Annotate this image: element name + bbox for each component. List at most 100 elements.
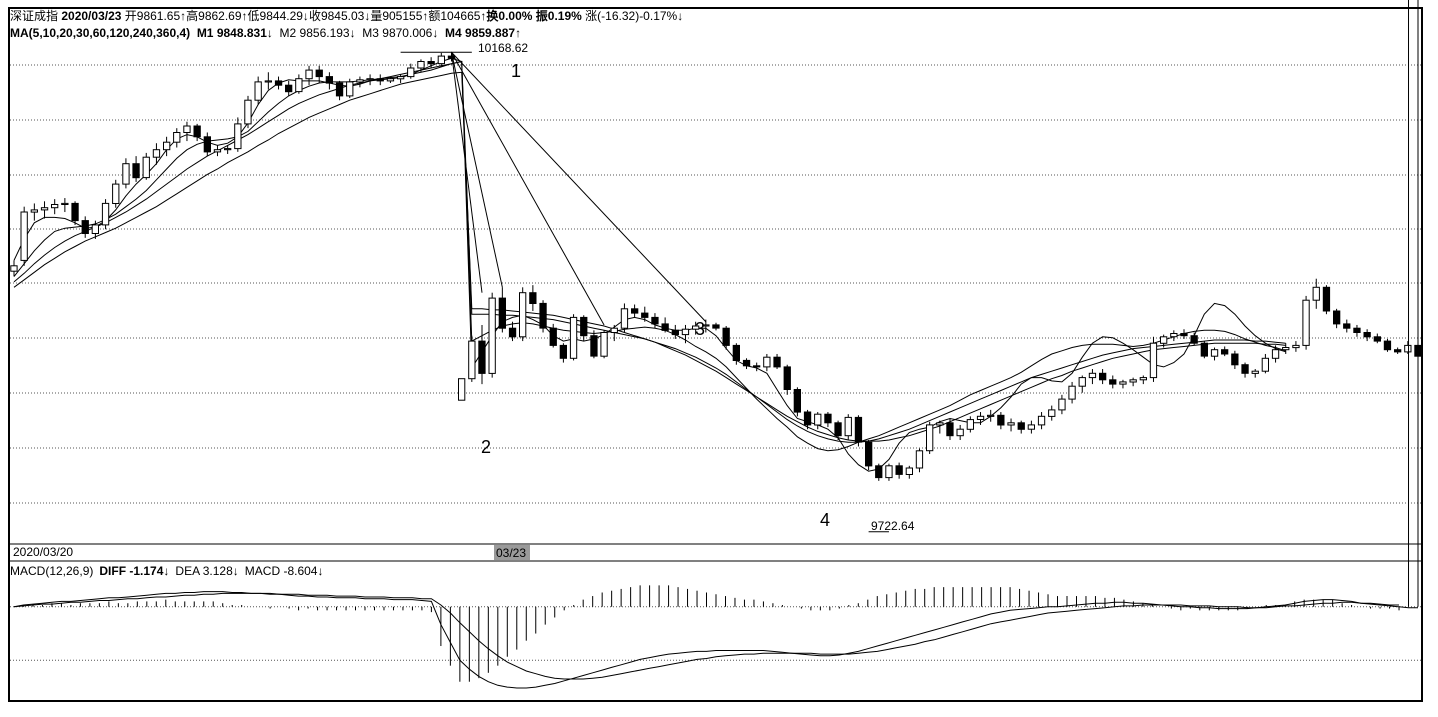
fan-line-0	[450, 52, 483, 293]
candle-body-1	[20, 211, 28, 261]
candle-body-67	[692, 325, 700, 330]
candle-body-125	[1282, 347, 1290, 351]
ma-m1: M1 9848.831↓	[196, 26, 273, 40]
candle-body-42	[437, 55, 446, 65]
close-value: 收9845.03↓	[308, 9, 371, 23]
candle-body-24	[254, 81, 262, 101]
candle-body-18	[193, 125, 201, 138]
candle-body-88	[905, 467, 914, 475]
index-name: 深证成指	[10, 9, 59, 23]
candle-body-69	[712, 324, 720, 329]
candle-body-124	[1271, 349, 1280, 359]
candle-body-104	[1068, 385, 1076, 400]
chart-frame	[8, 7, 1423, 702]
candle-body-119	[1221, 349, 1229, 355]
fan-line-2	[451, 51, 605, 326]
candle-body-48	[498, 297, 507, 329]
candle-body-35	[366, 78, 374, 81]
candle-body-29	[305, 69, 313, 80]
candle-body-14	[152, 149, 161, 158]
candle-body-103	[1058, 398, 1066, 411]
fan-lines	[400, 51, 889, 533]
candle-body-31	[325, 76, 334, 84]
candle-body-10	[112, 183, 120, 205]
candle-body-6	[71, 202, 79, 222]
candle-body-126	[1292, 344, 1300, 349]
candle-body-131	[1343, 323, 1351, 329]
candle-body-79	[814, 413, 822, 426]
candle-body-117	[1200, 342, 1208, 357]
macd-value: MACD -8.604↓	[245, 564, 324, 578]
candle-body-43	[447, 55, 456, 59]
candle-body-59	[610, 327, 618, 334]
candle-body-133	[1363, 332, 1371, 338]
candle-body-132	[1353, 327, 1361, 334]
candle-body-19	[203, 136, 211, 153]
candle-body-62	[641, 312, 649, 318]
candle-body-89	[915, 450, 924, 469]
candle-body-84	[865, 441, 873, 467]
candle-body-63	[651, 316, 659, 325]
candle-body-129	[1322, 286, 1331, 312]
candle-body-77	[793, 389, 802, 413]
price-gridlines	[10, 64, 1422, 504]
candle-body-13	[142, 156, 150, 179]
peak-label: 10168.62	[478, 41, 528, 55]
candle-body-26	[274, 80, 283, 86]
candle-body-40	[417, 61, 425, 69]
candle-body-8	[91, 224, 99, 234]
ma-m3: M3 9870.006↓	[362, 26, 439, 40]
amplitude-value: 振0.19%	[535, 9, 582, 23]
candle-body-11	[122, 163, 130, 185]
candle-body-92	[946, 422, 954, 437]
candle-body-75	[773, 356, 781, 368]
candle-body-41	[427, 61, 435, 65]
candle-body-130	[1333, 310, 1341, 325]
candle-body-17	[183, 125, 191, 133]
macd-label: MACD(12,26,9) DIFF -1.174↓ DEA 3.128↓ MACD …	[10, 564, 323, 578]
candle-body-23	[244, 99, 252, 125]
amount-value: 额104665↑	[428, 9, 487, 23]
candle-body-116	[1190, 335, 1198, 344]
candle-body-16	[173, 132, 181, 143]
candle-body-21	[224, 148, 232, 151]
point-2-label: 2	[481, 437, 491, 457]
candle-body-33	[346, 81, 354, 97]
candle-body-74	[763, 356, 771, 368]
candle-body-2	[30, 209, 39, 213]
macd-params: MACD(12,26,9)	[10, 564, 93, 578]
quote-date: 2020/03/23	[61, 9, 122, 23]
candle-body-66	[681, 328, 690, 336]
candle-body-37	[386, 78, 395, 82]
candle-body-53	[549, 327, 557, 346]
candle-body-112	[1149, 342, 1158, 379]
candle-body-5	[61, 202, 69, 205]
candle-body-28	[295, 78, 303, 93]
candle-body-7	[81, 220, 89, 235]
ma-header: MA(5,10,20,30,60,120,240,360,4) M1 9848.…	[10, 26, 521, 40]
candle-body-0	[10, 265, 18, 272]
candle-body-20	[213, 149, 222, 153]
candle-body-136	[1394, 349, 1402, 353]
candle-body-32	[335, 82, 344, 97]
candle-body-80	[824, 413, 832, 424]
volume-value: 量905155↑	[370, 9, 429, 23]
quote-header: 深证成指 2020/03/23 开9861.65↑高9862.69↑低9844.…	[10, 9, 683, 23]
open-value: 开9861.65↑	[124, 9, 187, 23]
candle-body-123	[1261, 357, 1269, 372]
time-cursor-date: 03/23	[496, 546, 526, 560]
candle-body-30	[315, 69, 323, 78]
candle-body-44	[458, 378, 466, 401]
candle-body-100	[1027, 424, 1035, 430]
fan-line-1	[450, 52, 503, 288]
macd-diff: DIFF -1.174↓	[99, 564, 169, 578]
candle-body-111	[1139, 377, 1147, 381]
candle-body-34	[356, 79, 364, 83]
turnover-value: 换0.00%	[486, 9, 533, 23]
ma10-line	[13, 60, 1286, 452]
candle-body-93	[956, 428, 964, 437]
candle-body-72	[742, 359, 751, 367]
time-cursor-box[interactable]	[494, 545, 530, 560]
candle-body-109	[1119, 381, 1127, 385]
